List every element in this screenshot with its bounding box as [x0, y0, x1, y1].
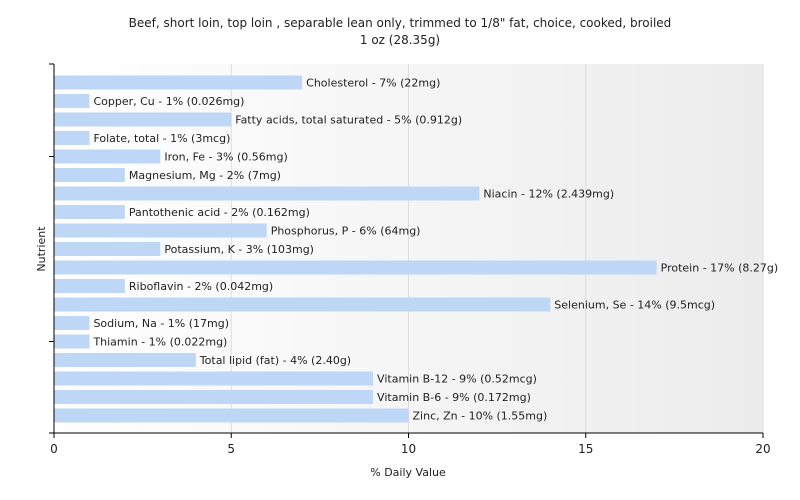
- bar-label: Sodium, Na - 1% (17mg): [93, 317, 229, 330]
- bar: [54, 353, 196, 367]
- bar-label: Vitamin B-12 - 9% (0.52mcg): [377, 373, 537, 386]
- y-axis-label: Nutrient: [35, 226, 48, 272]
- bar: [54, 75, 303, 90]
- bar: [54, 279, 125, 293]
- bar-label: Niacin - 12% (2.439mg): [483, 188, 614, 201]
- bar-label: Thiamin - 1% (0.022mg): [92, 336, 227, 349]
- bar: [54, 168, 125, 182]
- bar: [54, 371, 374, 386]
- y-ticks: [49, 63, 54, 434]
- bar: [54, 334, 90, 349]
- bars: [54, 75, 657, 423]
- x-axis-label: % Daily Value: [370, 466, 446, 479]
- bar: [54, 131, 90, 145]
- bar-label: Iron, Fe - 3% (0.56mg): [164, 151, 287, 164]
- chart-title: Beef, short loin, top loin , separable l…: [129, 16, 672, 30]
- bar-label: Potassium, K - 3% (103mg): [164, 243, 314, 256]
- chart-subtitle: 1 oz (28.35g): [360, 33, 440, 47]
- bar: [54, 223, 267, 238]
- bar: [54, 186, 480, 201]
- bar-label: Magnesium, Mg - 2% (7mg): [129, 169, 281, 182]
- bar: [54, 297, 551, 312]
- x-tick-label: 20: [755, 442, 770, 456]
- bar-label: Folate, total - 1% (3mcg): [93, 132, 230, 145]
- bar: [54, 316, 90, 330]
- bar: [54, 94, 90, 108]
- bar-label: Copper, Cu - 1% (0.026mg): [93, 95, 244, 108]
- bar-label: Protein - 17% (8.27g): [661, 262, 779, 275]
- bar: [54, 408, 409, 423]
- x-tick-label: 15: [578, 442, 593, 456]
- bar: [54, 242, 161, 256]
- bar: [54, 112, 232, 127]
- bar: [54, 205, 125, 219]
- bar: [54, 390, 374, 404]
- x-ticks: 0 5 10 15 20: [50, 433, 771, 456]
- x-tick-label: 5: [227, 442, 235, 456]
- bar-label: Total lipid (fat) - 4% (2.40g): [199, 354, 351, 367]
- bar-label: Riboflavin - 2% (0.042mg): [129, 280, 273, 293]
- bar-label: Selenium, Se - 14% (9.5mcg): [554, 299, 715, 312]
- bar-label: Zinc, Zn - 10% (1.55mg): [413, 410, 548, 423]
- bar-labels: Cholesterol - 7% (22mg) Copper, Cu - 1% (…: [92, 77, 778, 423]
- bar-label: Phosphorus, P - 6% (64mg): [271, 225, 421, 238]
- bar: [54, 260, 657, 275]
- bar-label: Cholesterol - 7% (22mg): [306, 77, 440, 90]
- bar-label: Pantothenic acid - 2% (0.162mg): [129, 206, 310, 219]
- bar: [54, 149, 161, 164]
- x-tick-label: 0: [50, 442, 58, 456]
- x-tick-label: 10: [401, 442, 416, 456]
- bar-label: Fatty acids, total saturated - 5% (0.912…: [235, 114, 462, 127]
- bar-label: Vitamin B-6 - 9% (0.172mg): [377, 391, 531, 404]
